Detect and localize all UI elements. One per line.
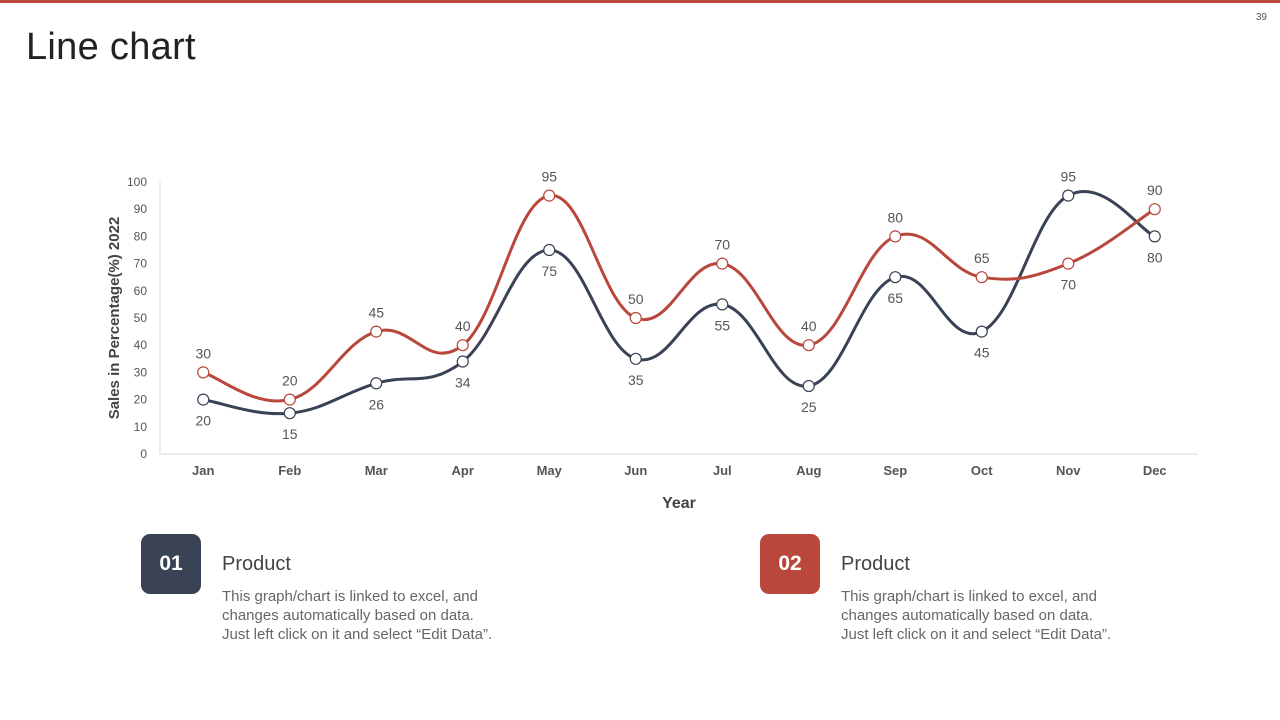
- data-point-series-1: [283, 407, 296, 420]
- product-description: This graph/chart is linked to excel, and…: [841, 587, 1171, 644]
- page-number: 39: [1255, 12, 1267, 23]
- x-tick-label: Oct: [971, 463, 993, 478]
- data-point-series-1: [802, 379, 815, 393]
- data-point-series-2: [370, 325, 383, 338]
- data-label-series-1: 34: [455, 375, 471, 391]
- y-tick-label: 70: [134, 257, 148, 271]
- product-title: Product: [222, 553, 291, 575]
- description-line: Just left click on it and select “Edit D…: [222, 626, 493, 643]
- y-tick-label: 40: [134, 338, 148, 352]
- x-tick-label: May: [537, 463, 563, 478]
- data-point-series-2: [543, 189, 556, 202]
- product-number-badge: 01: [141, 534, 201, 594]
- x-tick-label: Aug: [796, 463, 821, 478]
- data-label-series-1: 55: [714, 317, 730, 333]
- data-label-series-2: 30: [195, 345, 211, 361]
- data-label-series-2: 70: [714, 237, 730, 253]
- data-label-series-1: 25: [801, 399, 817, 415]
- data-point-series-2: [283, 393, 296, 406]
- data-label-series-1: 75: [541, 263, 557, 279]
- product-card-2: 02 Product This graph/chart is linked to…: [760, 534, 1180, 654]
- y-axis-title: Sales in Percentage(%) 2022: [106, 217, 123, 420]
- x-tick-label: Sep: [883, 463, 907, 478]
- data-label-series-2: 20: [282, 373, 298, 389]
- description-line: This graph/chart is linked to excel, and: [841, 588, 1097, 605]
- y-tick-label: 50: [134, 311, 148, 325]
- data-label-series-1: 65: [887, 290, 903, 306]
- product-description: This graph/chart is linked to excel, and…: [222, 587, 552, 644]
- x-tick-label: Jul: [713, 463, 732, 478]
- data-point-series-2: [456, 339, 469, 352]
- y-tick-label: 90: [134, 202, 148, 216]
- data-point-series-2: [197, 366, 210, 379]
- data-label-series-2: 45: [368, 305, 384, 321]
- data-point-series-1: [629, 352, 642, 365]
- data-label-series-2: 65: [974, 250, 990, 266]
- data-point-series-1: [1062, 189, 1075, 202]
- x-tick-label: Jan: [192, 463, 214, 478]
- description-line: This graph/chart is linked to excel, and: [222, 588, 478, 605]
- data-label-series-2: 70: [1060, 277, 1076, 293]
- data-point-series-1: [370, 377, 383, 390]
- product-card-1: 01 Product This graph/chart is linked to…: [141, 534, 561, 654]
- product-number-badge: 02: [760, 534, 820, 594]
- description-line: changes automatically based on data.: [222, 607, 474, 624]
- product-title: Product: [841, 553, 910, 575]
- y-tick-label: 100: [127, 175, 147, 189]
- y-tick-label: 0: [140, 447, 147, 461]
- description-line: Just left click on it and select “Edit D…: [841, 626, 1112, 643]
- y-tick-label: 80: [134, 229, 148, 243]
- data-point-series-1: [975, 325, 988, 338]
- y-tick-label: 30: [134, 365, 148, 379]
- y-tick-label: 60: [134, 284, 148, 298]
- x-tick-label: Jun: [624, 463, 647, 478]
- x-axis-title: Year: [662, 495, 696, 512]
- data-point-series-2: [629, 311, 642, 325]
- y-tick-label: 20: [134, 393, 148, 407]
- x-tick-label: Nov: [1056, 463, 1081, 478]
- data-label-series-1: 26: [368, 396, 384, 412]
- top-accent-bar: [0, 0, 1280, 3]
- y-tick-label: 10: [134, 420, 148, 434]
- data-point-series-2: [975, 271, 988, 284]
- data-point-series-2: [1062, 257, 1075, 270]
- data-point-series-1: [543, 243, 556, 257]
- data-label-series-2: 90: [1147, 182, 1163, 198]
- x-tick-label: Dec: [1143, 463, 1167, 478]
- data-label-series-1: 15: [282, 426, 298, 442]
- series-line-2: [202, 194, 1156, 403]
- data-point-series-2: [889, 230, 902, 243]
- data-label-series-1: 45: [974, 345, 990, 361]
- data-point-series-1: [456, 355, 469, 368]
- data-label-series-2: 80: [887, 209, 903, 225]
- data-point-series-2: [716, 257, 729, 270]
- data-point-series-1: [889, 271, 902, 284]
- description-line: changes automatically based on data.: [841, 607, 1093, 624]
- slide-title: Line chart: [26, 26, 196, 68]
- data-point-series-2: [1148, 203, 1161, 216]
- data-label-series-2: 95: [541, 169, 557, 185]
- data-point-series-1: [716, 298, 729, 311]
- data-point-series-1: [1148, 230, 1161, 243]
- data-label-series-1: 95: [1060, 169, 1076, 185]
- data-label-series-2: 50: [628, 291, 644, 307]
- data-point-series-2: [802, 339, 815, 352]
- data-label-series-2: 40: [801, 318, 817, 334]
- data-label-series-2: 40: [455, 318, 471, 334]
- data-label-series-1: 35: [628, 372, 644, 388]
- data-label-series-1: 80: [1147, 249, 1163, 265]
- data-point-series-1: [197, 393, 210, 406]
- series-line-1: [203, 190, 1156, 416]
- x-tick-label: Feb: [278, 463, 301, 478]
- x-tick-label: Apr: [452, 463, 474, 478]
- data-label-series-1: 20: [195, 413, 211, 429]
- x-tick-label: Mar: [365, 463, 388, 478]
